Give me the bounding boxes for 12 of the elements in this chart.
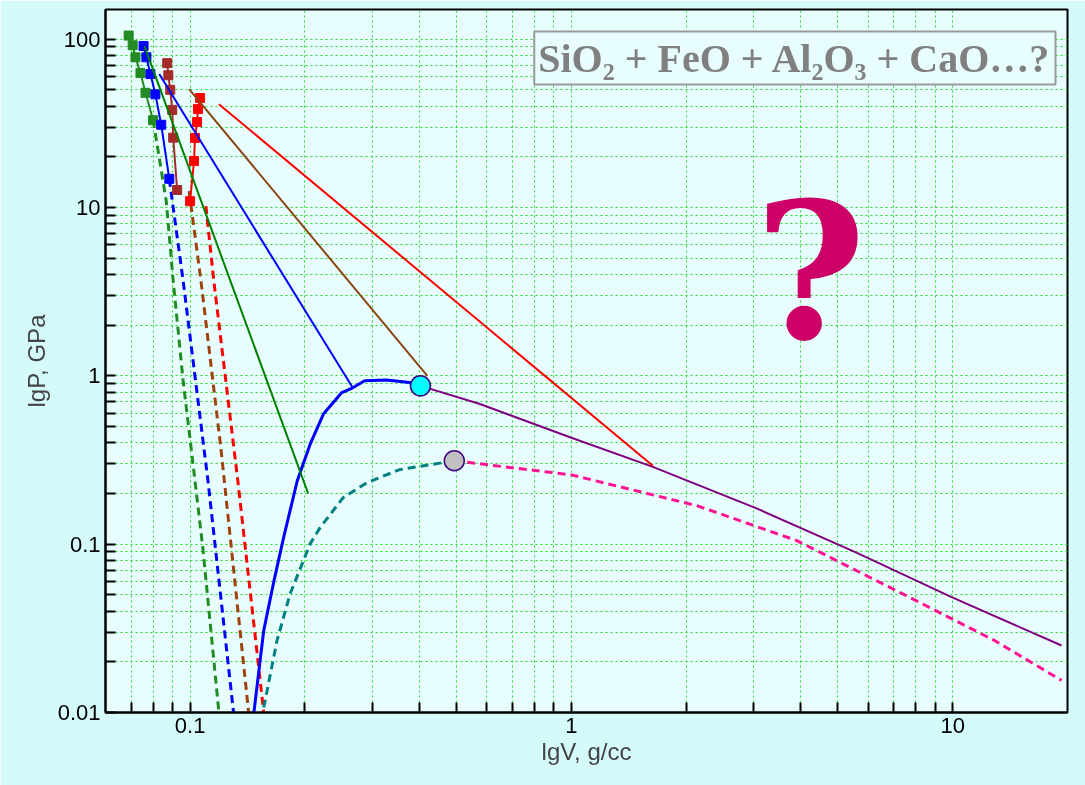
y-tick-label: 0.1 (69, 531, 101, 557)
y-axis-title: lgP, GPa (22, 313, 50, 408)
annotation: ? (754, 159, 867, 383)
annotation: SiO₂ + FeO + Al₂O₃ + CaO…? (538, 35, 1050, 81)
x-tick-label: 10 (940, 712, 965, 738)
x-tick-label: 0.1 (174, 712, 206, 738)
x-axis-title: lgV, g/cc (541, 737, 632, 765)
y-tick-label: 1 (88, 363, 101, 389)
x-tick-label: 1 (565, 712, 578, 738)
y-tick-label: 10 (76, 194, 101, 220)
y-tick-label: 100 (63, 26, 101, 52)
y-tick-label: 0.01 (57, 700, 101, 725)
